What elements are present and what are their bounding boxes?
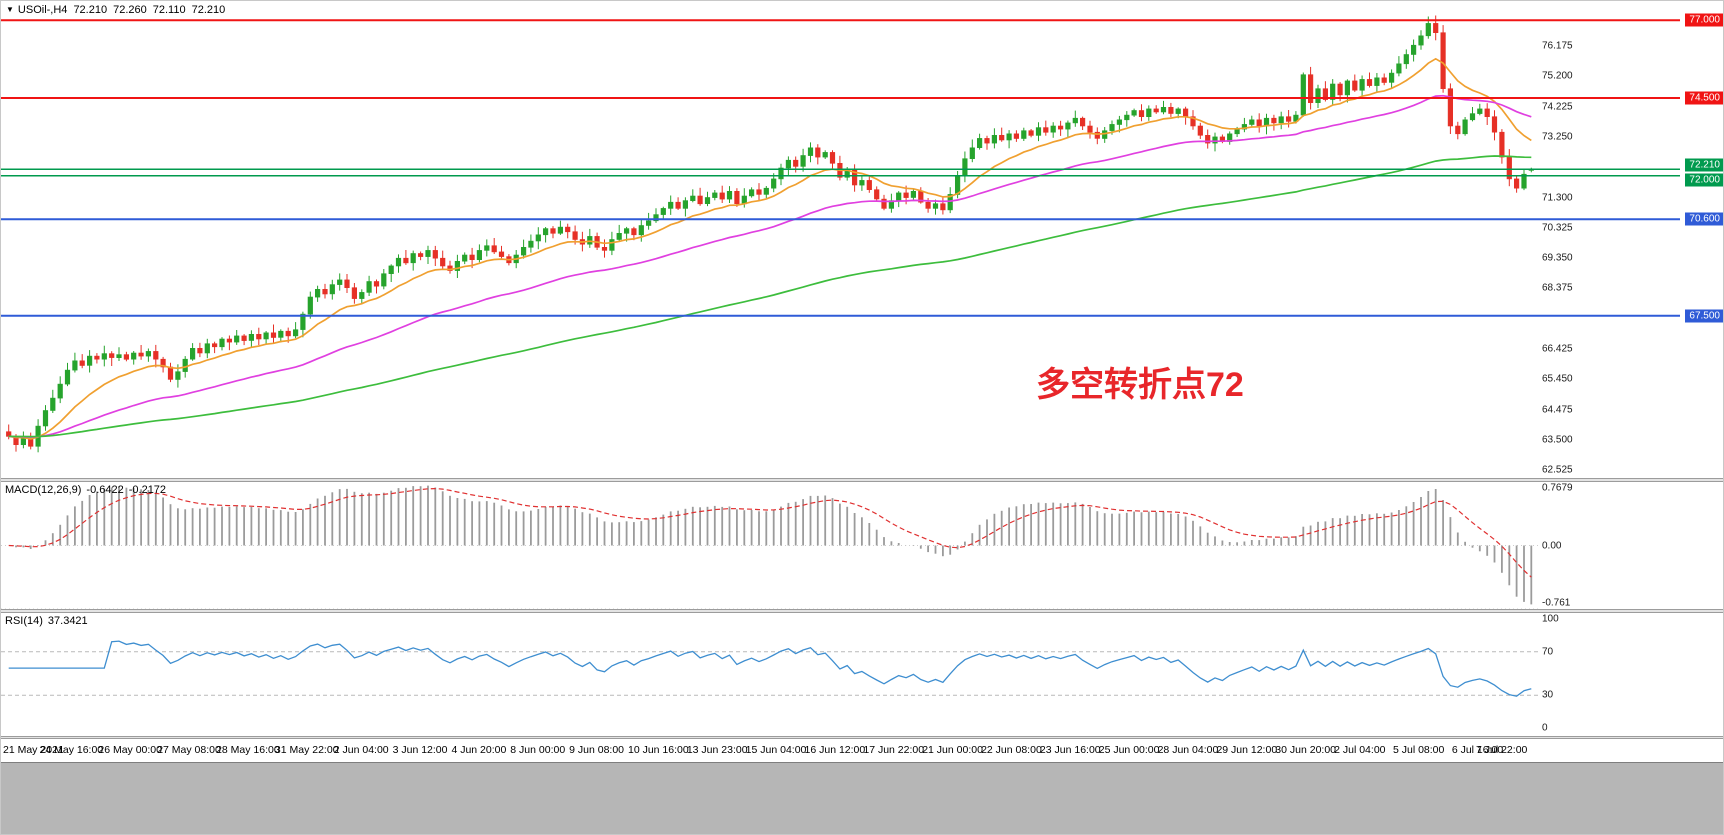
time-axis-label: 16 Jun 12:00 [804, 744, 866, 756]
time-axis-label: 25 Jun 00:00 [1098, 744, 1160, 756]
macd-indicator-panel: MACD(12,26,9) -0.6422 -0.2172 0.7679 0.00 -0… [1, 482, 1724, 609]
macd-name: MACD(12,26,9) [5, 484, 82, 496]
time-axis-label: 21 Jun 00:00 [922, 744, 983, 756]
panel-splitter[interactable] [1, 736, 1723, 739]
indicator-tick-label: -0.761 [1542, 597, 1571, 609]
time-axis-label: 13 Jun 23:00 [686, 744, 748, 756]
time-axis[interactable]: 21 May 2021 24 May 16:00 26 May 00:00 27 Ma… [1, 739, 1723, 762]
time-axis-label: 24 May 16:00 [39, 744, 104, 756]
time-axis-label: 5 Jul 08:00 [1392, 744, 1445, 756]
price-tick-label: 65.450 [1542, 373, 1573, 385]
time-axis-label: 28 Jun 04:00 [1157, 744, 1219, 756]
time-axis-label: 21 May 2021 [3, 744, 64, 756]
price-tick-label: 63.500 [1542, 434, 1573, 446]
time-axis-label: 2 Jul 04:00 [1334, 744, 1386, 756]
rsi-name: RSI(14) [5, 615, 43, 627]
price-line-badge: 67.500 [1685, 309, 1723, 323]
time-axis-label: 29 Jun 12:00 [1216, 744, 1278, 756]
time-axis-label: 2 Jun 04:00 [333, 744, 389, 756]
indicator-tick-label: 0.7679 [1542, 482, 1573, 494]
panel-splitter[interactable] [1, 478, 1723, 482]
time-axis-label: 26 May 00:00 [98, 744, 162, 756]
time-axis-label: 8 Jun 00:00 [510, 744, 566, 756]
indicator-tick-label: 0.00 [1542, 540, 1562, 551]
price-tick-label: 71.300 [1542, 192, 1573, 204]
price-tick-label: 66.425 [1542, 343, 1573, 355]
time-axis-label: 17 Jun 22:00 [863, 744, 925, 756]
price-tick-label: 75.200 [1542, 70, 1573, 82]
one-click-trading-toggle-icon[interactable]: ▼ [6, 5, 14, 14]
indicator-tick-label: 100 [1542, 613, 1559, 625]
price-line-badge: 70.600 [1685, 212, 1723, 226]
time-axis-label: 22 Jun 08:00 [981, 744, 1042, 756]
price-line-badge: 77.000 [1685, 13, 1723, 27]
time-axis-label: 31 May 22:00 [274, 744, 339, 756]
macd-canvas[interactable] [1, 482, 1724, 609]
symbol-timeframe-label: USOil-,H4 [17, 4, 68, 16]
price-line-badge: 72.000 [1685, 173, 1723, 187]
rsi-label: RSI(14) 37.3421 [5, 615, 93, 627]
rsi-value: 37.3421 [47, 615, 88, 627]
indicator-tick-label: 0 [1542, 722, 1548, 734]
indicator-tick-label: 70 [1542, 646, 1554, 658]
panel-splitter[interactable] [1, 609, 1723, 613]
ohlc-close: 72.210 [191, 4, 226, 16]
price-line-badge: 72.210 [1685, 158, 1723, 172]
time-axis-label: 27 May 08:00 [157, 744, 221, 756]
ohlc-open: 72.210 [73, 4, 108, 16]
macd-main-value: -0.6422 [86, 484, 124, 496]
rsi-indicator-panel: RSI(14) 37.3421 100 70 30 0 [1, 613, 1724, 736]
ohlc-low: 72.110 [152, 4, 186, 16]
symbol-ohlc-header: ▼ USOil-,H4 72.210 72.260 72.110 72.210 [6, 4, 231, 16]
chart-annotation-text: 多空转折点72 [1036, 366, 1244, 404]
time-axis-label: 6 Jul 16:00 [1451, 744, 1504, 756]
price-tick-label: 76.175 [1542, 40, 1573, 52]
price-tick-label: 74.225 [1542, 101, 1573, 113]
time-axis-label: 28 May 16:00 [216, 744, 280, 756]
price-tick-label: 62.525 [1542, 464, 1573, 476]
time-axis-label: 3 Jun 12:00 [392, 744, 448, 756]
time-axis-label: 10 Jun 16:00 [627, 744, 689, 756]
price-chart-canvas[interactable] [1, 1, 1724, 478]
ohlc-high: 72.260 [113, 4, 147, 16]
macd-signal-value: -0.2172 [128, 484, 167, 496]
time-axis-label: 15 Jun 04:00 [745, 744, 807, 756]
price-tick-label: 68.375 [1542, 282, 1573, 294]
price-chart-panel: 多空转折点72 76.175 75.200 74.225 73.250 71.300 70… [1, 1, 1724, 478]
price-tick-label: 73.250 [1542, 131, 1573, 143]
time-axis-label: 9 Jun 08:00 [569, 744, 625, 756]
price-tick-label: 64.475 [1542, 404, 1573, 416]
macd-label: MACD(12,26,9) -0.6422 -0.2172 [5, 484, 171, 496]
time-axis-label: 30 Jun 20:00 [1275, 744, 1336, 756]
price-line-badge: 74.500 [1685, 91, 1723, 105]
rsi-canvas[interactable] [1, 613, 1724, 736]
time-axis-label: 23 Jun 16:00 [1039, 744, 1101, 756]
time-axis-label: 7 Jul 22:00 [1476, 744, 1528, 756]
time-axis-label: 4 Jun 20:00 [451, 744, 507, 756]
bottom-gutter [1, 762, 1723, 834]
price-tick-label: 70.325 [1542, 222, 1573, 234]
indicator-tick-label: 30 [1542, 689, 1554, 701]
price-tick-label: 69.350 [1542, 252, 1573, 264]
